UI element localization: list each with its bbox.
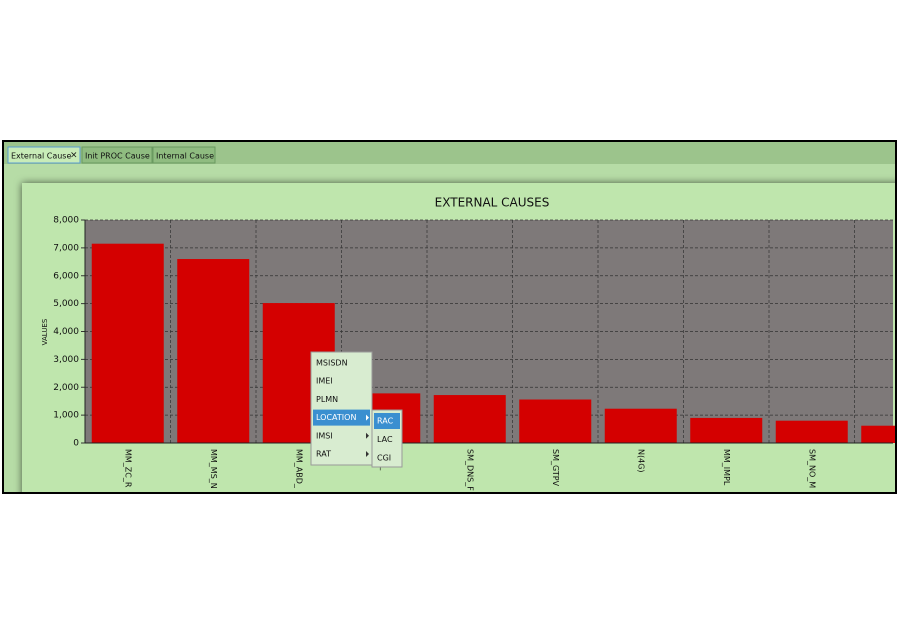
x-tick-label: SM_DNS_F [465, 449, 474, 491]
bar [177, 259, 250, 443]
bar [604, 408, 677, 443]
tab[interactable]: Init PROC Cause [81, 146, 153, 164]
submenu-item-label: LAC [377, 435, 393, 444]
menu-item-label: RAT [316, 450, 331, 459]
y-tick-label: 3,000 [53, 355, 79, 365]
menu-item-label: IMEI [316, 377, 333, 386]
bar [519, 399, 592, 443]
tab-strip [4, 142, 895, 164]
context-menu: MSISDN IMEI PLMN LOCATION IMSI RAT RAC LAC CGI [310, 351, 403, 468]
menu-item-label: PLMN [316, 395, 338, 404]
window: External Cause× Init PROC Cause Internal C… [4, 142, 895, 492]
tab-label: External Cause [11, 152, 71, 161]
bar [433, 395, 506, 443]
menu-item-highlight [313, 409, 370, 426]
tab-background [7, 146, 81, 164]
menu-item-label: IMSI [316, 431, 333, 440]
submenu-item[interactable]: LAC [377, 435, 393, 444]
menu-item[interactable]: IMSI [316, 431, 369, 440]
menu-item[interactable]: PLMN [316, 395, 338, 404]
bar [861, 425, 895, 443]
menu-item[interactable]: MSISDN [316, 359, 348, 368]
bar [690, 417, 763, 443]
y-axis-label: VALUES [41, 318, 49, 345]
tab-label: Init PROC Cause [85, 152, 150, 161]
tabs: External Cause× Init PROC Cause Internal C… [7, 146, 216, 164]
y-tick-label: 6,000 [53, 271, 79, 281]
menu-item[interactable]: LOCATION [313, 409, 370, 426]
y-tick-label: 4,000 [53, 327, 79, 337]
menu-item[interactable]: RAT [316, 450, 369, 459]
x-tick-label: MM_MS_N [209, 449, 218, 489]
menu-item-label: LOCATION [316, 413, 356, 422]
menu-background [310, 351, 373, 466]
chart: EXTERNAL CAUSES VALUES 0 1,000 2,000 3,000 4… [41, 196, 895, 491]
tab-close-icon: × [70, 151, 78, 161]
bar [91, 243, 164, 443]
tab[interactable]: External Cause× [7, 146, 81, 164]
submenu-arrow [366, 414, 369, 421]
submenu-item[interactable]: CGI [377, 454, 391, 463]
y-tick-label: 8,000 [53, 216, 79, 226]
x-tick-label: SM_GTPV [551, 449, 560, 487]
x-tick-label: SM_NO_M [807, 449, 816, 488]
submenu-item[interactable]: RAC [374, 413, 400, 429]
submenu-item-highlight [374, 413, 400, 429]
tab-background [81, 146, 153, 164]
bar [775, 420, 848, 443]
x-tick-label: MM_ZC_R [123, 449, 132, 488]
tab-label: Internal Cause [156, 152, 214, 161]
menu-item[interactable]: IMEI [316, 377, 333, 386]
tab-background [152, 146, 216, 164]
submenu-arrow [366, 451, 369, 457]
y-tick-label: 7,000 [53, 243, 79, 253]
tab[interactable]: Internal Cause [152, 146, 216, 164]
x-tick-label: MM_IMPL [722, 449, 731, 486]
menu-item-label: MSISDN [316, 359, 348, 368]
y-tick-label: 5,000 [53, 299, 79, 309]
x-tick-label: N(4G) [636, 449, 645, 473]
y-tick-label: 2,000 [53, 383, 79, 393]
y-tick-label: 0 [73, 439, 79, 449]
submenu-item-label: CGI [377, 454, 391, 463]
submenu-arrow [366, 432, 369, 439]
y-tick-label: 1,000 [53, 411, 79, 421]
x-tick-label: MM_ABD_ [294, 449, 303, 489]
chart-title: EXTERNAL CAUSES [435, 196, 550, 210]
submenu-item-label: RAC [377, 417, 394, 426]
